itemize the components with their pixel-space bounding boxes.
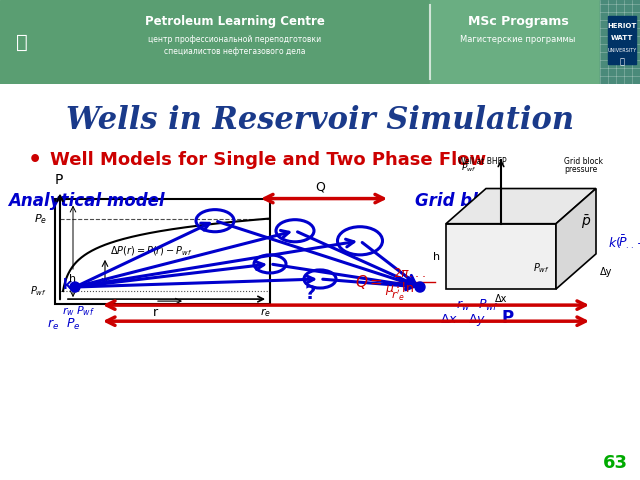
Text: $Q = $: $Q = $: [355, 273, 383, 291]
Text: k: k: [63, 278, 72, 292]
Text: $P_{wf}$: $P_{wf}$: [478, 298, 499, 313]
Bar: [608, 16, 636, 64]
Text: $P_{wf}$: $P_{wf}$: [76, 304, 94, 318]
Text: HERIOT: HERIOT: [607, 23, 637, 29]
Bar: [430, 0, 615, 84]
Text: центр профессиональной переподготовки: центр профессиональной переподготовки: [148, 36, 321, 45]
Text: pressure: pressure: [564, 166, 597, 174]
Text: MSc Programs: MSc Programs: [468, 15, 568, 28]
Text: h: h: [433, 252, 440, 262]
Text: ?: ?: [304, 284, 316, 303]
Text: Grid block: Grid block: [564, 157, 603, 167]
Text: $r_w$: $r_w$: [61, 305, 74, 318]
Circle shape: [70, 282, 80, 292]
Text: $P_e$: $P_e$: [66, 317, 80, 332]
Text: $r_e$: $r_e$: [259, 306, 271, 319]
Text: $P_{wf}$: $P_{wf}$: [30, 284, 47, 298]
Text: $\Delta x$: $\Delta x$: [440, 313, 458, 326]
Text: WATT: WATT: [611, 35, 633, 41]
Text: 63: 63: [603, 454, 628, 472]
Text: Grid block model: Grid block model: [415, 192, 573, 210]
Text: Δx: Δx: [495, 294, 507, 304]
Text: $\bar{P}_{..}$: $\bar{P}_{..}$: [618, 233, 634, 251]
Text: 🛡: 🛡: [620, 58, 625, 67]
Text: $P_e$: $P_e$: [34, 212, 47, 226]
Text: $\Delta y$: $\Delta y$: [468, 312, 486, 328]
Text: Well Models for Single and Two Phase Flow: Well Models for Single and Two Phase Flo…: [50, 151, 486, 169]
Text: Wells in Reservoir Simulation: Wells in Reservoir Simulation: [66, 105, 574, 136]
Text: UNIVERSITY: UNIVERSITY: [607, 48, 637, 52]
Text: 🎓: 🎓: [16, 33, 28, 51]
Text: специалистов нефтегазового дела: специалистов нефтегазового дела: [164, 48, 306, 57]
Bar: [615, 0, 640, 84]
Text: $\mu \cdot \ln$: $\mu \cdot \ln$: [385, 279, 414, 297]
Bar: [600, 0, 640, 84]
Text: •: •: [28, 150, 42, 170]
Bar: [55, 199, 270, 304]
Text: $r_w$: $r_w$: [456, 299, 470, 313]
Text: h: h: [69, 274, 77, 284]
Text: $\bar{p}$: $\bar{p}$: [581, 213, 591, 230]
Text: $k($: $k($: [608, 235, 621, 250]
Bar: [0, 0, 430, 84]
Text: $r'_e$: $r'_e$: [391, 288, 405, 303]
Text: P: P: [55, 172, 63, 187]
Text: Petroleum Learning Centre: Petroleum Learning Centre: [145, 15, 325, 28]
Text: Δy: Δy: [600, 267, 612, 277]
Text: $\Delta P(r) = P(r) - P_{wf}$: $\Delta P(r) = P(r) - P_{wf}$: [110, 244, 192, 258]
Text: $2\pi...$: $2\pi...$: [393, 267, 426, 280]
Text: Q: Q: [315, 180, 325, 193]
Text: $P_{wf}$: $P_{wf}$: [461, 162, 477, 174]
Text: $r_e$: $r_e$: [47, 318, 59, 332]
Polygon shape: [556, 189, 596, 289]
Text: $\mathbf{P}$: $\mathbf{P}$: [501, 309, 515, 327]
Circle shape: [415, 282, 425, 292]
Text: Магистерские программы: Магистерские программы: [460, 36, 576, 45]
Bar: [446, 224, 556, 289]
Text: Analytical model: Analytical model: [8, 192, 164, 210]
Polygon shape: [446, 189, 596, 224]
Text: $P_{wf}$: $P_{wf}$: [532, 261, 549, 275]
Text: Well at BHFP: Well at BHFP: [458, 157, 507, 167]
Text: $- P_{wf}$: $- P_{wf}$: [636, 237, 640, 251]
Text: r: r: [152, 306, 157, 319]
